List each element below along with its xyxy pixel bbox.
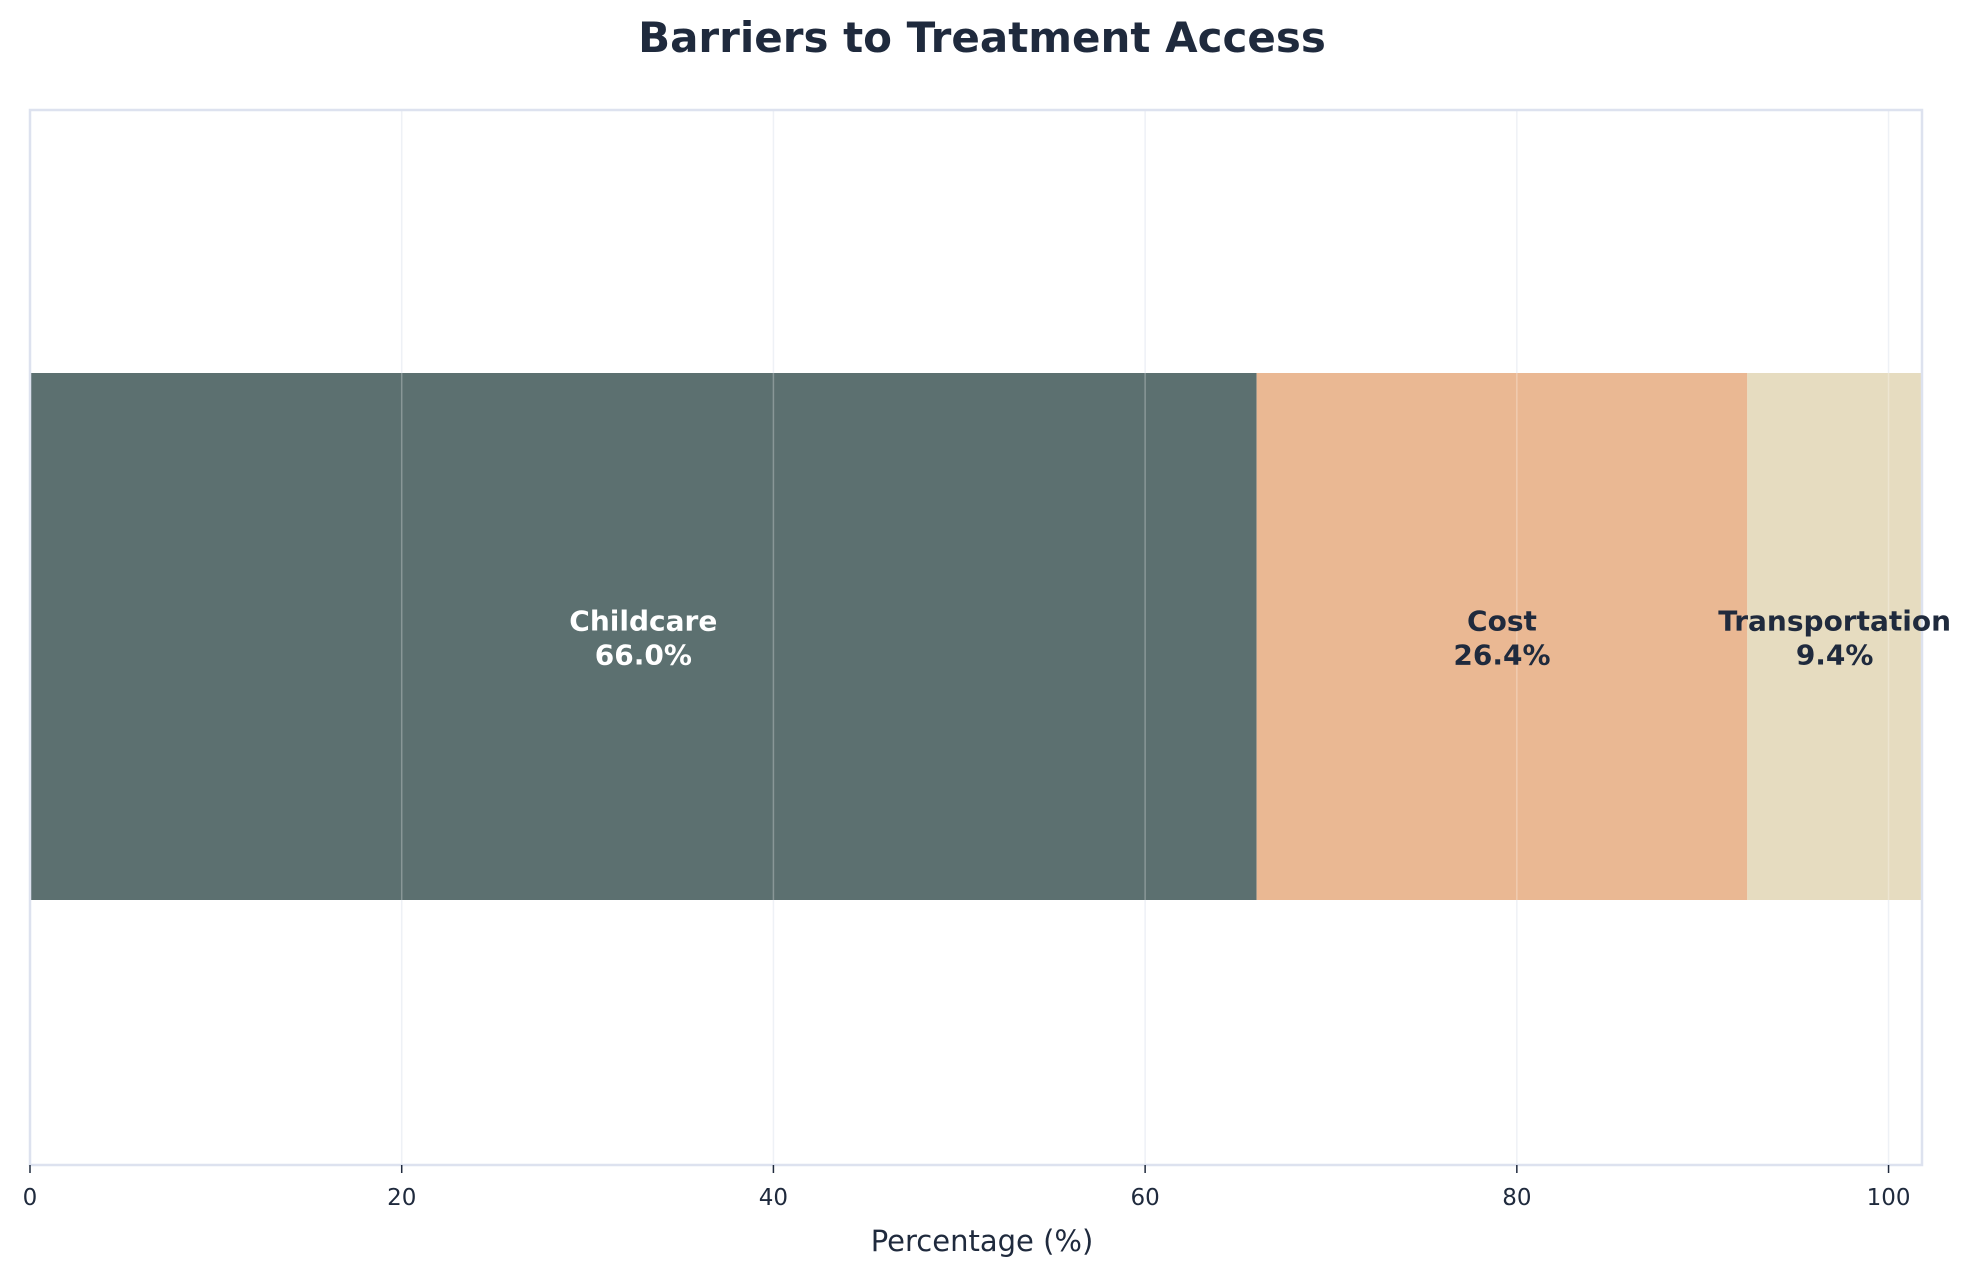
segment-value-1: 26.4% [1453, 639, 1550, 672]
x-tick-label-1: 20 [387, 1185, 416, 1211]
grid-front [400, 373, 1890, 900]
bars [30, 373, 1922, 900]
x-tick-label-5: 100 [1867, 1185, 1911, 1211]
x-tick-label-4: 80 [1502, 1185, 1531, 1211]
segment-name-2: Transportation [1718, 605, 1951, 638]
bar-childcare [30, 373, 1257, 900]
x-axis-label: Percentage (%) [871, 1224, 1094, 1258]
bar-transportation [1747, 373, 1922, 900]
segment-name-1: Cost [1467, 605, 1537, 638]
segment-value-0: 66.0% [595, 639, 692, 672]
x-tick-label-2: 40 [759, 1185, 788, 1211]
bar-cost [1256, 373, 1748, 900]
chart-title: Barriers to Treatment Access [638, 13, 1326, 62]
x-tick-label-0: 0 [23, 1185, 38, 1211]
x-tick-label-3: 60 [1130, 1185, 1159, 1211]
plot-frame [28, 108, 1924, 1167]
segment-value-2: 9.4% [1796, 639, 1874, 672]
segment-name-0: Childcare [569, 605, 717, 638]
x-ticks: 0 20 40 60 80 100 [23, 1165, 1911, 1211]
